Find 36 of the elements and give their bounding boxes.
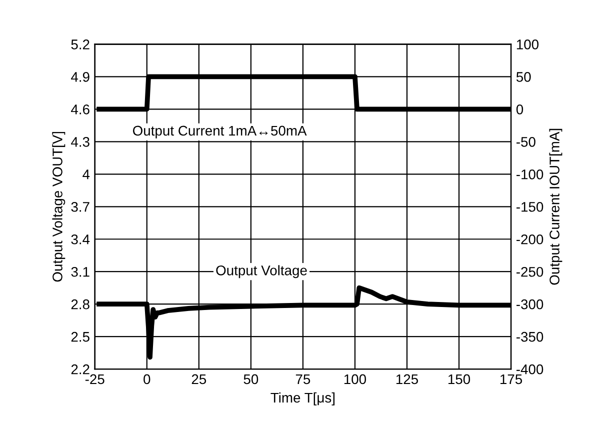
series-label: Output Voltage bbox=[216, 265, 307, 278]
x-tick-label: 100 bbox=[344, 374, 366, 384]
y-tick-label: 3.4 bbox=[71, 234, 90, 244]
y2-tick-label: 0 bbox=[516, 104, 524, 114]
y-tick-label: 2.5 bbox=[71, 332, 90, 342]
y2-axis-title: Output Current IOUT[mA] bbox=[549, 128, 562, 285]
x-tick-label: 75 bbox=[296, 374, 310, 384]
x-tick-label: 175 bbox=[500, 374, 522, 384]
y-tick-label: 4 bbox=[82, 170, 90, 180]
x-tick-label: 0 bbox=[144, 374, 150, 384]
y2-tick-label: -50 bbox=[516, 136, 536, 147]
y-tick-label: 5.2 bbox=[71, 40, 90, 50]
y2-tick-label: -300 bbox=[516, 299, 544, 310]
y-tick-label: 4.3 bbox=[71, 136, 90, 147]
y-tick-label: 4.6 bbox=[71, 104, 90, 114]
y2-tick-label: -200 bbox=[516, 234, 544, 244]
x-tick-label: 150 bbox=[448, 374, 470, 384]
y2-tick-label: -350 bbox=[516, 332, 544, 342]
y-tick-label: 2.2 bbox=[71, 364, 90, 374]
y2-tick-label: -400 bbox=[516, 364, 544, 374]
x-axis-title: Time T[μs] bbox=[270, 392, 335, 406]
y2-tick-label: 100 bbox=[516, 40, 539, 50]
x-tick-label: 50 bbox=[244, 374, 258, 384]
y2-tick-label: 50 bbox=[516, 72, 531, 82]
series-label: Output Current 1mA↔50mA bbox=[132, 126, 307, 138]
y-tick-label: 2.8 bbox=[71, 299, 90, 310]
y2-tick-label: -100 bbox=[516, 169, 544, 180]
x-tick-label: 25 bbox=[192, 374, 206, 384]
y-axis-title: Output Voltage VOUT[V] bbox=[52, 132, 66, 282]
y2-tick-label: -250 bbox=[516, 266, 544, 277]
x-tick-label: -25 bbox=[85, 374, 104, 384]
y2-tick-label: -150 bbox=[516, 202, 544, 212]
x-tick-label: 125 bbox=[396, 374, 418, 384]
y-tick-label: 3.1 bbox=[71, 266, 90, 277]
y-tick-label: 4.9 bbox=[71, 72, 90, 82]
y-tick-label: 3.7 bbox=[71, 202, 90, 212]
